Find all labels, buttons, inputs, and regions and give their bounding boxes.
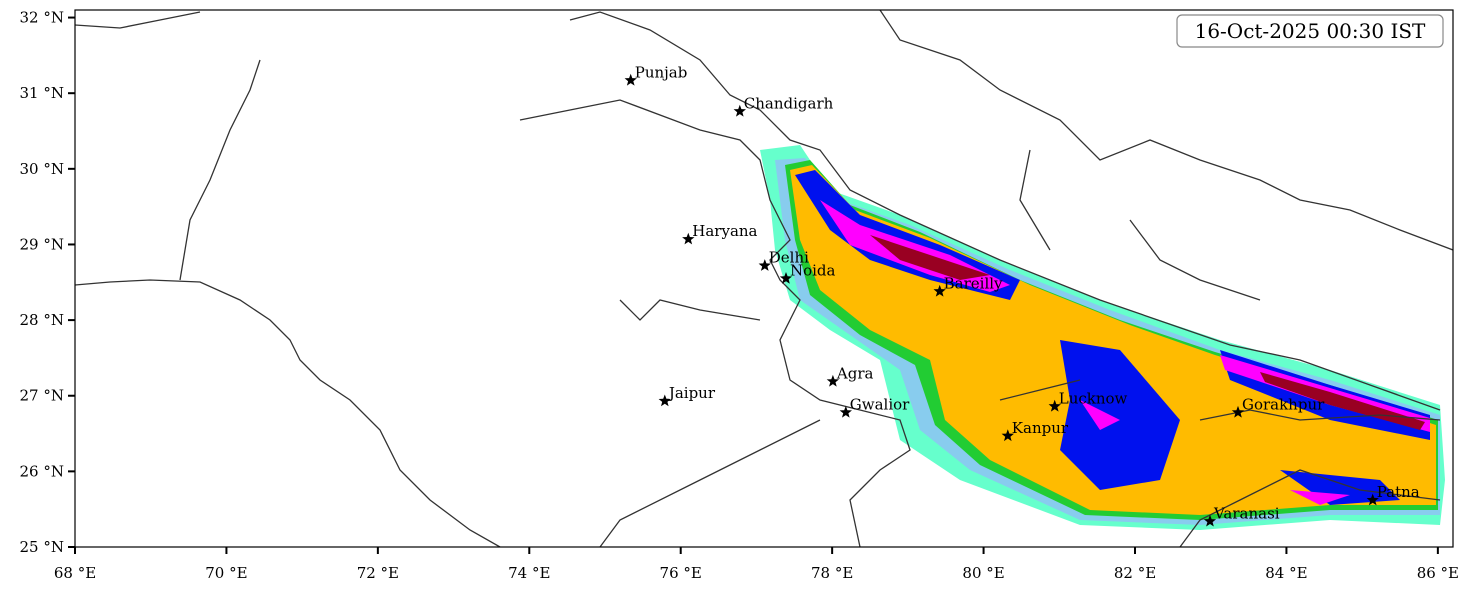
city-marker bbox=[779, 272, 793, 284]
city-marker bbox=[658, 394, 671, 407]
city-marker bbox=[1048, 399, 1061, 412]
city-marker bbox=[1366, 493, 1379, 506]
y-tick-label: 26 °N bbox=[20, 462, 64, 480]
title: 16-Oct-2025 00:30 IST bbox=[1195, 19, 1426, 43]
city-marker bbox=[624, 73, 637, 86]
x-tick-label: 72 °E bbox=[357, 564, 399, 582]
title-box bbox=[1176, 14, 1444, 48]
city-marker bbox=[682, 232, 695, 245]
boundary bbox=[599, 299, 1441, 547]
city-label: Varanasi bbox=[1213, 504, 1280, 522]
x-tick-label: 76 °E bbox=[660, 564, 702, 582]
city-marker bbox=[826, 374, 840, 387]
y-tick-label: 27 °N bbox=[20, 387, 64, 405]
boundary bbox=[75, 11, 261, 281]
city-marker bbox=[733, 104, 746, 117]
city-marker bbox=[1001, 429, 1014, 442]
x-tick-label: 70 °E bbox=[205, 564, 247, 582]
x-tick-label: 74 °E bbox=[508, 564, 550, 582]
city-label: Bareilly bbox=[944, 274, 1003, 292]
city-label: Noida bbox=[790, 262, 836, 280]
rain-darkred bbox=[870, 235, 1425, 430]
x-tick-label: 84 °E bbox=[1265, 564, 1307, 582]
city-label: Jaipur bbox=[667, 384, 716, 402]
city-marker bbox=[1231, 405, 1245, 418]
rain-blue bbox=[795, 170, 1430, 505]
city-marker bbox=[933, 284, 946, 297]
y-tick-label: 32 °N bbox=[20, 9, 64, 27]
city-label: Chandigarh bbox=[744, 94, 834, 112]
city-label: Gorakhpur bbox=[1242, 395, 1325, 413]
city-label: Gwalior bbox=[850, 395, 910, 413]
city-label: Kanpur bbox=[1012, 419, 1069, 437]
city-label: Haryana bbox=[692, 222, 757, 240]
x-tick-label: 86 °E bbox=[1417, 564, 1459, 582]
y-tick-label: 30 °N bbox=[20, 160, 64, 178]
boundary bbox=[519, 99, 911, 547]
boundaries bbox=[75, 10, 1453, 547]
city-label: Lucknow bbox=[1059, 389, 1128, 407]
y-tick-label: 28 °N bbox=[20, 311, 64, 329]
y-tick-label: 31 °N bbox=[20, 84, 64, 102]
boundary bbox=[569, 11, 1441, 411]
city-label: Punjab bbox=[635, 63, 688, 81]
x-tick-label: 68 °E bbox=[54, 564, 96, 582]
plot-frame bbox=[74, 9, 1454, 548]
x-tick-label: 80 °E bbox=[962, 564, 1004, 582]
boundary bbox=[879, 10, 1453, 301]
y-tick-label: 25 °N bbox=[20, 538, 64, 556]
city-marker bbox=[758, 259, 771, 271]
city-label: Delhi bbox=[769, 249, 809, 267]
city-marker bbox=[839, 405, 852, 418]
city-label: Patna bbox=[1377, 483, 1420, 501]
x-tick-label: 82 °E bbox=[1114, 564, 1156, 582]
x-tick-label: 78 °E bbox=[811, 564, 853, 582]
city-label: Agra bbox=[836, 364, 874, 382]
rain-field bbox=[760, 145, 1445, 530]
y-tick-label: 29 °N bbox=[20, 235, 64, 253]
city-marker bbox=[1203, 514, 1217, 527]
boundary bbox=[75, 279, 501, 547]
